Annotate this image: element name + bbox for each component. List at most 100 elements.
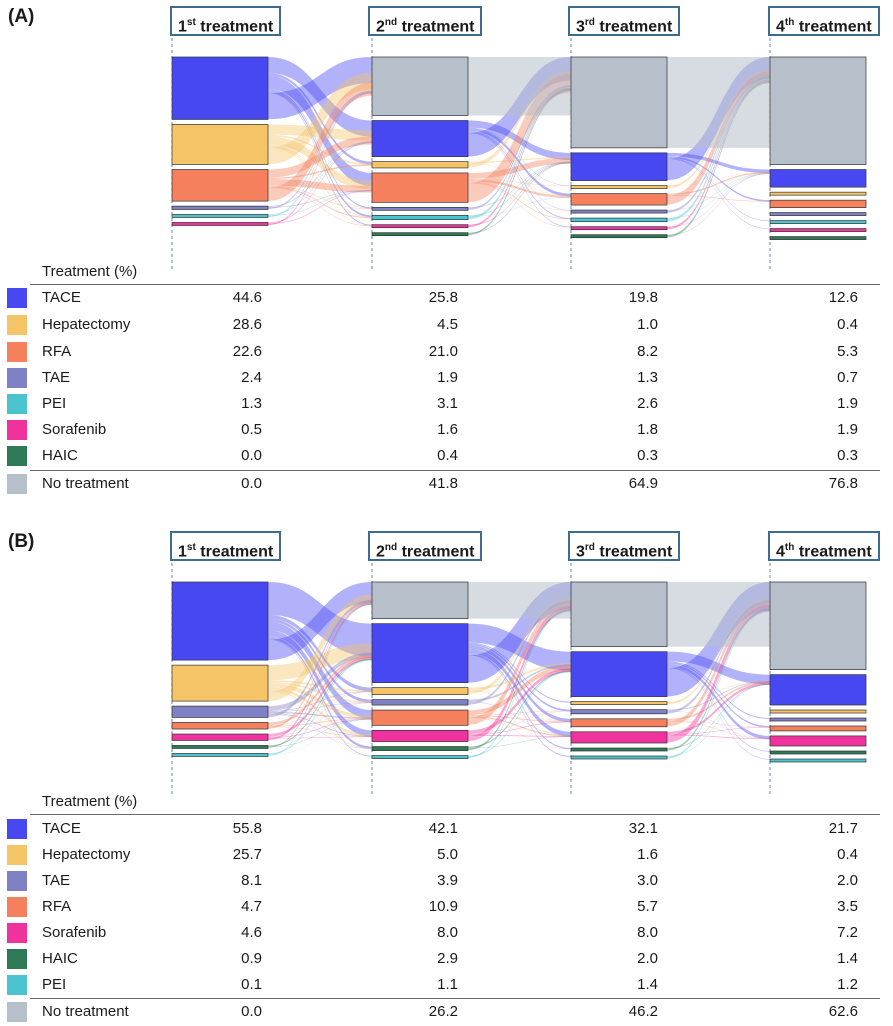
flow-ribbon (468, 89, 571, 236)
flow-ribbon (268, 92, 372, 226)
flow-ribbon (667, 661, 770, 719)
sankey-node (371, 709, 469, 726)
flow-ribbon (268, 621, 372, 719)
flow-ribbon (268, 604, 372, 756)
sankey-node (769, 725, 867, 732)
stage-header-4: 4th treatment (768, 531, 880, 561)
legend-swatch (7, 474, 27, 494)
flow-ribbon (667, 727, 770, 735)
table-row: Sorafenib 0.5 1.6 1.8 1.9 (0, 418, 880, 444)
value-cell: 28.6 (232, 316, 262, 333)
flow-ribbon (667, 609, 770, 759)
legend-swatch (7, 288, 27, 308)
flow-ribbon (667, 680, 770, 711)
flow-ribbon (268, 655, 372, 726)
sankey-node (171, 205, 269, 210)
flow-ribbon (468, 582, 571, 619)
value-cell: 4.5 (437, 316, 458, 333)
value-cell: 41.8 (428, 475, 458, 492)
flow-ribbon (268, 602, 372, 741)
sankey-node (769, 212, 867, 216)
row-label: No treatment (42, 475, 129, 492)
sankey-node (769, 228, 867, 232)
value-cell: 8.1 (241, 872, 262, 889)
legend-swatch (7, 897, 27, 917)
flow-ribbon (268, 603, 372, 748)
value-cell: 0.0 (241, 1003, 262, 1020)
legend-swatch (7, 446, 27, 466)
flow-ribbon (268, 614, 372, 692)
sankey-node (769, 191, 867, 196)
flow-ribbon (268, 682, 372, 703)
table-row: Sorafenib 4.6 8.0 8.0 7.2 (0, 921, 880, 947)
flow-ribbon (667, 667, 770, 752)
nodes (171, 581, 867, 763)
flow-ribbon (468, 715, 571, 723)
sankey-diagram-b (171, 563, 867, 797)
flow-ribbon (667, 156, 770, 202)
sankey-node (171, 664, 269, 702)
legend-swatch (7, 1002, 27, 1022)
value-cell: 0.3 (637, 447, 658, 464)
value-cell: 0.4 (837, 846, 858, 863)
flow-ribbon (468, 710, 571, 735)
flow-ribbon (468, 84, 571, 210)
value-cell: 0.5 (241, 421, 262, 438)
flow-ribbon (268, 72, 372, 165)
value-cell: 62.6 (828, 1003, 858, 1020)
row-label: HAIC (42, 447, 78, 464)
flow-ribbon (468, 131, 571, 220)
flow-ribbon (468, 601, 571, 725)
value-cell: 2.4 (241, 369, 262, 386)
value-cell: 46.2 (628, 1003, 658, 1020)
table-rule-bottom (30, 470, 880, 471)
flow-ribbon (468, 643, 571, 712)
flow-ribbon (468, 734, 571, 737)
value-cell: 4.7 (241, 898, 262, 915)
flow-ribbon (667, 171, 770, 196)
flow-ribbon (268, 601, 372, 729)
flow-ribbon (268, 186, 372, 219)
flow-ribbon (268, 142, 372, 224)
flow-ribbon (468, 671, 571, 757)
panel-label: (B) (8, 531, 35, 552)
flow-ribbon (268, 680, 372, 692)
flow-ribbon (268, 190, 372, 216)
sankey-node (570, 731, 668, 744)
row-label: TAE (42, 872, 71, 889)
row-label: Hepatectomy (42, 316, 131, 333)
table-row: PEI 0.1 1.1 1.4 1.2 (0, 973, 880, 999)
flow-ribbon (268, 652, 372, 711)
flow-ribbon (268, 736, 372, 739)
flow-ribbon (468, 668, 571, 734)
sankey-node (570, 651, 668, 697)
flow-ribbon (468, 600, 571, 705)
flow-ribbon (468, 132, 571, 228)
flow-ribbon (268, 146, 372, 226)
panel-a: (A) 1st treatment 2nd treatment 3rd trea… (0, 0, 893, 508)
flow-ribbon (468, 73, 571, 203)
flow-ribbon (667, 600, 770, 714)
row-label: PEI (42, 976, 67, 993)
flow-ribbon (468, 654, 571, 757)
value-cell: 0.1 (241, 976, 262, 993)
flow-ribbon (468, 645, 571, 723)
value-cell: 19.8 (628, 289, 658, 306)
flow-ribbon (667, 662, 770, 728)
value-cell: 4.6 (241, 924, 262, 941)
flow-ribbon (268, 92, 372, 226)
value-cell: 25.8 (428, 289, 458, 306)
row-label: PEI (42, 395, 67, 412)
flow-ribbon (667, 172, 770, 219)
sankey-node (570, 581, 668, 648)
value-cell: 21.0 (428, 343, 458, 360)
flow-ribbon (468, 120, 571, 161)
value-cell: 32.1 (628, 820, 658, 837)
legend-swatch (7, 315, 27, 335)
legend-swatch (7, 819, 27, 839)
value-cell: 22.6 (232, 343, 262, 360)
flow-ribbon (667, 152, 770, 174)
stage-header-3: 3rd treatment (568, 531, 681, 561)
legend-swatch (7, 420, 27, 440)
value-cell: 1.9 (837, 395, 858, 412)
